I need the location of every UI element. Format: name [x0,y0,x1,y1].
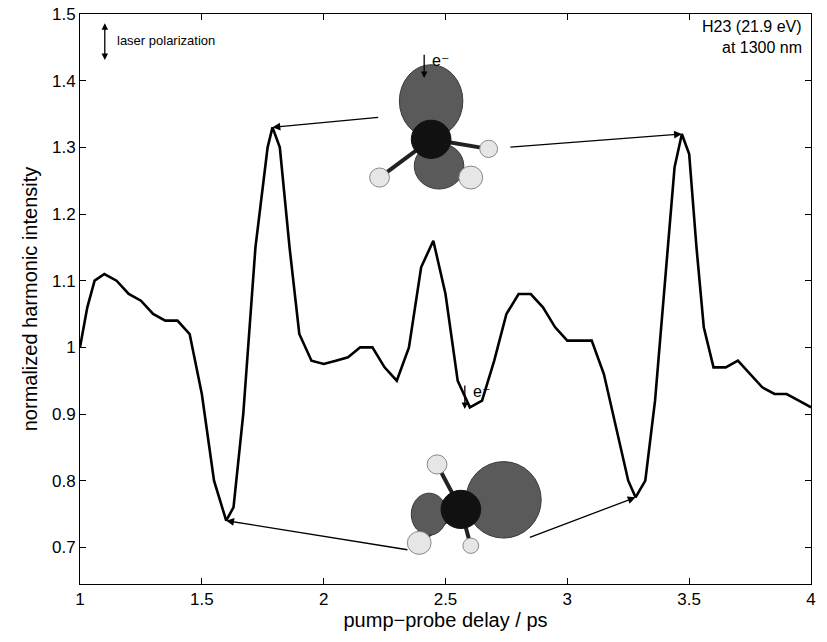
svg-text:3.5: 3.5 [677,590,701,609]
svg-text:1: 1 [75,590,84,609]
svg-text:3: 3 [563,590,572,609]
svg-text:1.4: 1.4 [52,72,76,91]
svg-text:1.2: 1.2 [52,205,76,224]
svg-text:0.9: 0.9 [52,405,76,424]
svg-text:normalized harmonic intensity: normalized harmonic intensity [19,167,41,432]
svg-text:2.5: 2.5 [434,590,458,609]
svg-text:0.7: 0.7 [52,538,76,557]
svg-text:4: 4 [806,590,815,609]
svg-text:at 1300 nm: at 1300 nm [722,39,802,56]
svg-text:2: 2 [319,590,328,609]
svg-text:1.3: 1.3 [52,138,76,157]
svg-text:H23 (21.9 eV): H23 (21.9 eV) [702,18,802,35]
svg-text:1.5: 1.5 [190,590,214,609]
svg-text:e⁻: e⁻ [432,52,449,69]
svg-text:1.1: 1.1 [52,272,76,291]
svg-text:laser polarization: laser polarization [117,33,215,48]
svg-text:1.5: 1.5 [52,5,76,24]
svg-text:1: 1 [66,338,75,357]
svg-text:pump−probe delay / ps: pump−probe delay / ps [343,609,547,631]
svg-text:e⁻: e⁻ [473,383,490,400]
svg-text:0.8: 0.8 [52,472,76,491]
